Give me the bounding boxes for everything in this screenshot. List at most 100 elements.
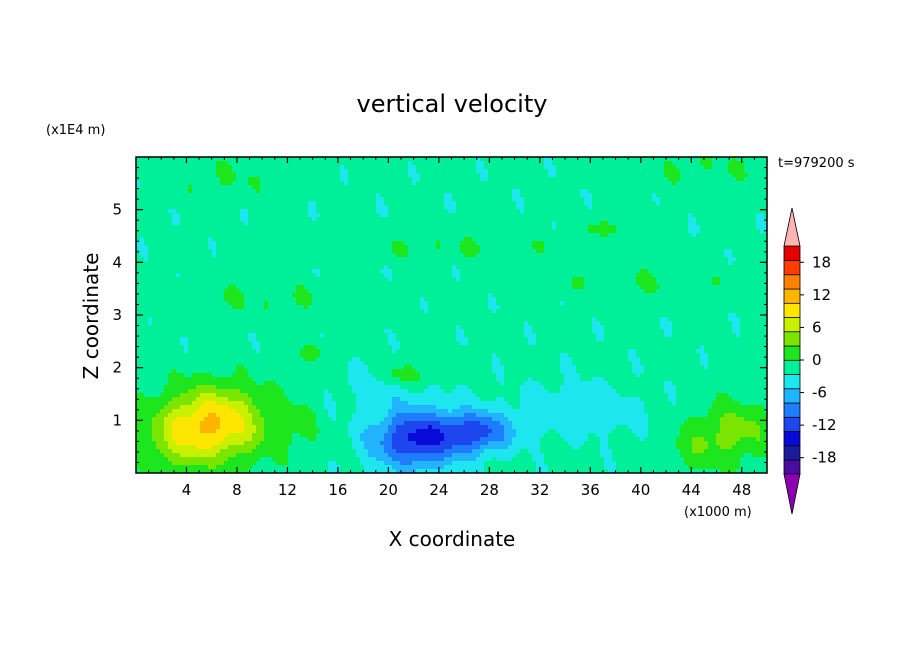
contour-cell (484, 169, 489, 174)
contour-cell (604, 273, 609, 278)
contour-cell (368, 277, 373, 282)
contour-cell (156, 229, 161, 234)
contour-cell (336, 165, 341, 170)
contour-cell (584, 241, 589, 246)
contour-cell (416, 237, 421, 242)
contour-cell (756, 269, 761, 274)
contour-cell (632, 277, 637, 282)
contour-cell (408, 253, 413, 258)
contour-cell (144, 249, 149, 254)
contour-cell (316, 253, 321, 258)
contour-cell (504, 165, 509, 170)
contour-cell (744, 181, 749, 186)
contour-cell (688, 181, 693, 186)
contour-cell (572, 189, 577, 194)
contour-cell (408, 229, 413, 234)
contour-cell (576, 277, 581, 282)
contour-cell (316, 157, 321, 162)
contour-cell (496, 193, 501, 198)
contour-cell (224, 189, 229, 194)
contour-cell (284, 245, 289, 250)
contour-cell (740, 273, 745, 278)
contour-cell (352, 177, 357, 182)
contour-cell (436, 265, 441, 270)
contour-cell (260, 261, 265, 266)
contour-cell (744, 189, 749, 194)
contour-cell (456, 197, 461, 202)
contour-cell (168, 209, 173, 214)
contour-cell (564, 169, 569, 174)
contour-cell (284, 273, 289, 278)
contour-cell (432, 269, 437, 274)
contour-cell (604, 261, 609, 266)
contour-cell (160, 229, 165, 234)
contour-cell (148, 193, 153, 198)
contour-cell (636, 213, 641, 218)
contour-cell (548, 233, 553, 238)
contour-cell (412, 181, 417, 186)
contour-cell (388, 265, 393, 270)
contour-cell (568, 257, 573, 262)
contour-cell (172, 193, 177, 198)
contour-cell (280, 181, 285, 186)
contour-cell (296, 277, 301, 282)
contour-cell (648, 229, 653, 234)
contour-cell (488, 201, 493, 206)
contour-cell (760, 221, 765, 226)
contour-cell (400, 225, 405, 230)
contour-cell (168, 181, 173, 186)
contour-cell (752, 169, 757, 174)
contour-cell (524, 197, 529, 202)
contour-cell (420, 185, 425, 190)
contour-cell (656, 265, 661, 270)
contour-cell (320, 253, 325, 258)
contour-cell (472, 249, 477, 254)
contour-cell (520, 205, 525, 210)
contour-cell (144, 225, 149, 230)
contour-cell (360, 189, 365, 194)
contour-cell (396, 205, 401, 210)
contour-cell (612, 177, 617, 182)
contour-cell (688, 245, 693, 250)
contour-cell (372, 189, 377, 194)
contour-cell (596, 237, 601, 242)
contour-cell (216, 177, 221, 182)
contour-cell (332, 213, 337, 218)
contour-cell (360, 273, 365, 278)
contour-cell (508, 269, 513, 274)
contour-cell (336, 161, 341, 166)
contour-cell (216, 265, 221, 270)
contour-cell (700, 181, 705, 186)
contour-cell (416, 233, 421, 238)
contour-cell (736, 245, 741, 250)
contour-cell (456, 229, 461, 234)
contour-cell (732, 245, 737, 250)
contour-cell (616, 217, 621, 222)
contour-cell (140, 277, 145, 282)
contour-cell (532, 229, 537, 234)
contour-cell (224, 261, 229, 266)
contour-cell (688, 213, 693, 218)
contour-cell (236, 249, 241, 254)
contour-cell (248, 237, 253, 242)
contour-cell (144, 257, 149, 262)
contour-cell (616, 185, 621, 190)
contour-cell (396, 277, 401, 282)
contour-cell (312, 209, 317, 214)
contour-cell (152, 273, 157, 278)
contour-cell (152, 205, 157, 210)
contour-cell (652, 181, 657, 186)
contour-cell (228, 229, 233, 234)
contour-cell (684, 269, 689, 274)
contour-cell (148, 265, 153, 270)
contour-cell (424, 273, 429, 278)
contour-cell (440, 181, 445, 186)
contour-cell (160, 193, 165, 198)
contour-cell (612, 269, 617, 274)
contour-cell (536, 257, 541, 262)
contour-cell (684, 193, 689, 198)
contour-cell (728, 225, 733, 230)
x-unit-label: (x1000 m) (684, 505, 752, 520)
contour-cell (136, 213, 141, 218)
contour-cell (732, 229, 737, 234)
